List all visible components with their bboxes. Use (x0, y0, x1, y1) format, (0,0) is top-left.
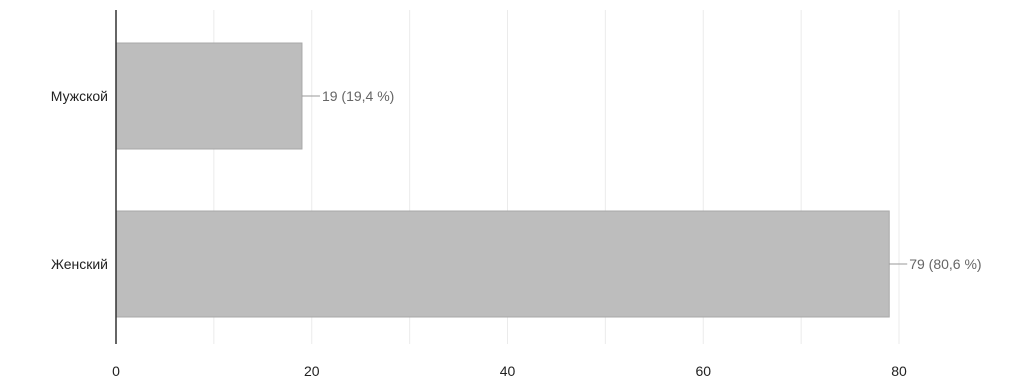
data-label: 19 (19,4 %) (322, 88, 394, 104)
x-tick-label: 20 (304, 363, 320, 379)
x-tick-label: 80 (891, 363, 907, 379)
leader-lines (301, 95, 908, 265)
bars (115, 42, 890, 318)
grid-lines (213, 10, 900, 344)
bar-2 (115, 210, 890, 318)
bar-1 (115, 42, 303, 150)
category-label: Женский (51, 256, 108, 272)
category-labels: Мужской Женский (51, 88, 108, 272)
data-labels: 19 (19,4 %) 79 (80,6 %) (322, 88, 982, 272)
x-tick-label: 60 (695, 363, 711, 379)
data-label: 79 (80,6 %) (909, 256, 981, 272)
x-tick-label: 0 (112, 363, 120, 379)
x-tick-labels: 0 20 40 60 80 (112, 363, 907, 379)
x-tick-label: 40 (500, 363, 516, 379)
category-label: Мужской (51, 88, 108, 104)
